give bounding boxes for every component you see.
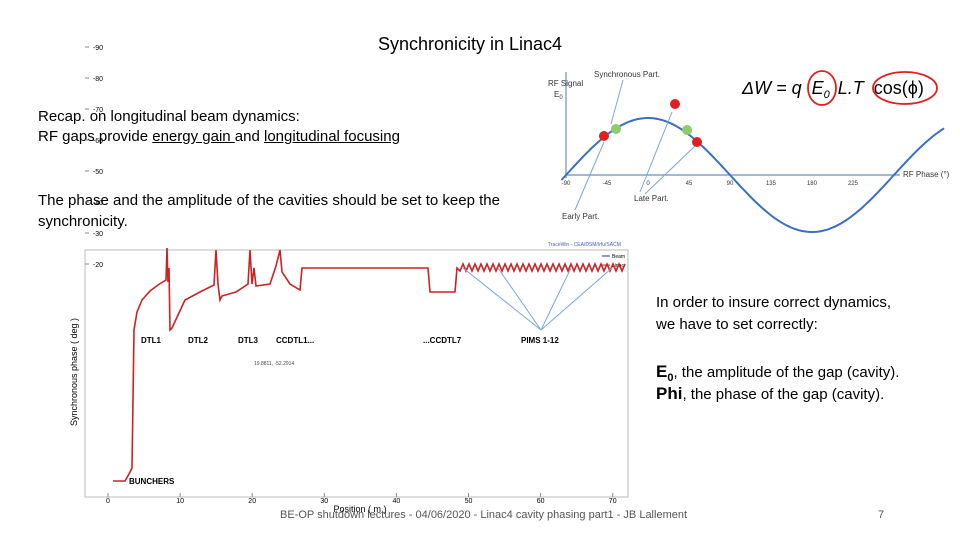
page-number: 7 <box>878 509 885 521</box>
x-tick-label: 60 <box>537 498 545 505</box>
arrow <box>574 141 605 211</box>
x-tick-label: 70 <box>609 498 617 505</box>
y-tick-label: -40 <box>93 200 103 207</box>
text: longitudinal focusing <box>264 128 400 145</box>
axis-label: Synchronous phase ( deg ) <box>69 318 79 426</box>
label: PIMS 1-12 <box>521 336 559 345</box>
label: DTL3 <box>238 336 259 345</box>
particle <box>599 131 609 141</box>
y-tick-label: -20 <box>93 262 103 269</box>
equation: ΔW = q E0 L.T cos(ϕ) <box>741 78 924 101</box>
annotation: Early Part. <box>562 212 599 221</box>
x-tick-label: 225 <box>848 181 859 187</box>
y-tick-label: -70 <box>93 107 103 114</box>
x-tick-label: 0 <box>646 181 650 187</box>
x-tick-label: 40 <box>393 498 401 505</box>
label: BUNCHERS <box>129 477 175 486</box>
right-text: Phi, the phase of the gap (cavity). <box>656 384 884 404</box>
arrow <box>610 79 624 125</box>
y-tick-label: -60 <box>93 138 103 145</box>
arrow <box>540 267 572 331</box>
x-tick-label: 0 <box>106 498 110 505</box>
cursor-label: 19.8811, -52.2914 <box>254 361 294 367</box>
plot-header: TraceWin - CEA/DSM/Irfu/SACM <box>548 242 621 248</box>
phase-text: synchronicity. <box>38 213 128 230</box>
legend-text: Beam <box>612 254 625 260</box>
text: , the phase of the gap (cavity). <box>682 386 885 403</box>
particle <box>682 125 692 135</box>
label: DTL2 <box>188 336 209 345</box>
footer: BE-OP shutdown lectures - 04/06/2020 - L… <box>280 509 688 521</box>
label: CCDTL1... <box>276 336 314 345</box>
ticks: -90 -45 0 45 90 135 180 225 <box>562 181 859 187</box>
recap-line: RF gaps provide energy gain and longitud… <box>38 128 400 145</box>
highlight <box>807 70 837 106</box>
symbol: E <box>554 90 559 99</box>
arrows <box>462 267 613 331</box>
x-tick-label: 180 <box>807 181 818 187</box>
y-tick-label: -50 <box>93 169 103 176</box>
symbol: E <box>812 78 825 98</box>
subscript: 0 <box>667 372 674 384</box>
sine-curve <box>560 117 945 233</box>
axis-label: E0 <box>554 90 563 101</box>
y-tick-label: -90 <box>93 45 103 52</box>
annotation: Synchronous Part. <box>594 70 660 79</box>
particle <box>611 124 621 134</box>
arrow <box>639 111 673 193</box>
x-tick-label: 45 <box>686 181 693 187</box>
plot-frame <box>84 249 629 498</box>
label: DTL1 <box>141 336 162 345</box>
phase-curve <box>113 247 626 482</box>
x-tick-label: 50 <box>465 498 473 505</box>
x-tick-label: 20 <box>248 498 256 505</box>
title: Synchronicity in Linac4 <box>377 34 563 54</box>
annotation: Late Part. <box>634 194 669 203</box>
arrow <box>644 145 696 195</box>
subscript: 0 <box>824 89 831 101</box>
y-tick-label: -30 <box>93 231 103 238</box>
x-tick-label: -90 <box>562 181 571 187</box>
symbol: E <box>656 362 668 381</box>
axis-label: Position ( m ) <box>333 504 386 514</box>
arrow <box>462 267 542 331</box>
axis-label: RF Signal <box>548 79 583 88</box>
particle <box>670 99 680 109</box>
particle <box>692 137 702 147</box>
arrow <box>497 267 542 331</box>
symbol: Phi <box>656 384 683 403</box>
label: ...CCDTL7 <box>423 336 462 345</box>
x-tick-label: 90 <box>727 181 734 187</box>
text: cos(ϕ) <box>874 78 924 98</box>
text: RF gaps provide <box>38 128 153 145</box>
x-tick-label: 10 <box>176 498 184 505</box>
ticks: -20 -30 -40 -50 -60 -70 -80 -90 0 10 20 30 40 50 60 70 <box>85 45 617 505</box>
text: and <box>234 128 264 145</box>
x-tick-label: -45 <box>603 181 612 187</box>
arrow <box>540 267 613 331</box>
phase-text: The phase and the amplitude of the cavit… <box>38 192 500 209</box>
axis-label: RF Phase (°) <box>903 170 950 179</box>
y-tick-label: -80 <box>93 76 103 83</box>
x-tick-label: 30 <box>320 498 328 505</box>
text: ΔW = q <box>741 78 802 98</box>
recap-line: Recap. on longitudinal beam dynamics: <box>38 108 300 125</box>
right-text: we have to set correctly: <box>656 316 818 333</box>
highlight <box>872 71 938 105</box>
x-tick-label: 135 <box>766 181 777 187</box>
section-labels: DTL1 DTL2 DTL3 CCDTL1... ...CCDTL7 PIMS … <box>129 336 559 486</box>
text: L.T <box>838 78 866 98</box>
right-text: In order to insure correct dynamics, <box>656 294 892 311</box>
text: , the amplitude of the gap (cavity). <box>673 364 900 381</box>
right-text: E0, the amplitude of the gap (cavity). <box>656 362 899 384</box>
text: energy gain <box>152 128 235 145</box>
subscript: 0 <box>559 95 563 101</box>
